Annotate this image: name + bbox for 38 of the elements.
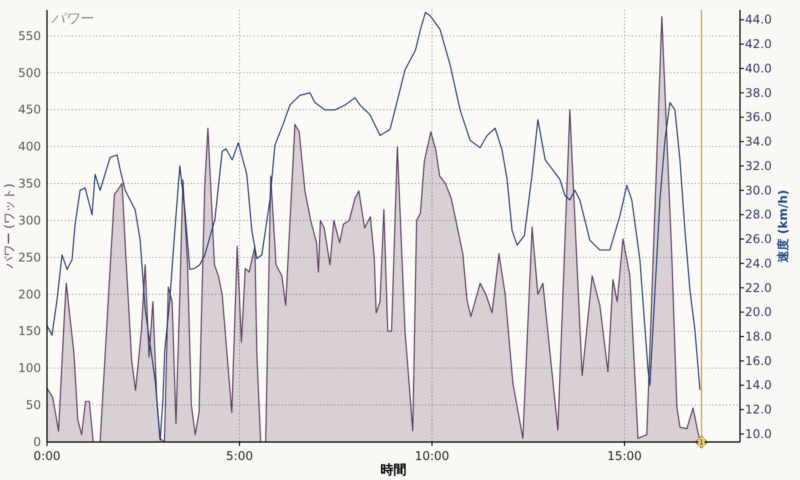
y-tick-label: 250	[18, 250, 41, 264]
x-tick-label: 15:00	[607, 449, 642, 463]
y2-tick-label: 14.0	[745, 378, 772, 392]
y2-tick-label: 44.0	[745, 12, 772, 27]
y2-tick-label: 30.0	[745, 183, 772, 198]
y-tick-label: 150	[18, 324, 41, 338]
y2-tick-label: 28.0	[745, 208, 772, 222]
y2-tick-label: 36.0	[745, 110, 772, 124]
x-tick-label: 0:00	[34, 449, 60, 463]
x-tick-label: 10:00	[414, 449, 450, 463]
y-tick-label: 450	[18, 102, 41, 117]
chart-title: パワー	[51, 11, 94, 27]
y-tick-label: 200	[18, 287, 41, 302]
y-tick-label: 400	[18, 140, 41, 154]
y-tick-label: 300	[18, 213, 41, 228]
y-tick-label: 100	[18, 361, 41, 376]
y-tick-label: 50	[26, 398, 41, 412]
y-tick-label: 350	[18, 176, 41, 191]
y2-tick-label: 16.0	[745, 354, 772, 368]
y2-tick-label: 34.0	[745, 134, 772, 149]
y2-tick-label: 10.0	[745, 426, 772, 441]
y2-tick-label: 38.0	[745, 86, 772, 100]
y-tick-label: 550	[18, 28, 41, 43]
y2-tick-label: 26.0	[745, 232, 772, 246]
y2-tick-label: 22.0	[745, 280, 772, 295]
x-axis-title: 時間	[380, 463, 406, 478]
y2-tick-label: 32.0	[745, 158, 772, 173]
y2-tick-label: 12.0	[745, 402, 772, 417]
y-tick-label: 0	[33, 435, 41, 449]
y2-axis-title: 速度 (km/h)	[776, 190, 790, 264]
y2-tick-label: 20.0	[745, 305, 772, 320]
y2-tick-label: 18.0	[745, 329, 772, 344]
y-tick-label: 500	[18, 66, 41, 80]
x-tick-label: 5:00	[226, 449, 253, 463]
y2-tick-label: 42.0	[745, 37, 772, 52]
y2-tick-label: 40.0	[745, 61, 772, 76]
y2-tick-label: 24.0	[745, 256, 772, 270]
y-axis-title: パワー (ワット)	[2, 183, 16, 270]
